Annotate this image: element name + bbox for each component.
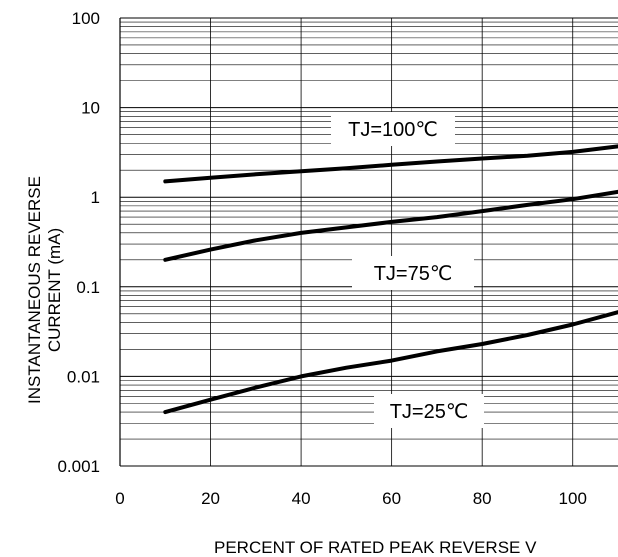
- y-tick-label: 100: [72, 9, 100, 28]
- x-tick-label: 60: [382, 489, 401, 508]
- series-label-0: TJ=100℃: [348, 119, 438, 141]
- annotation-layer: TJ=100℃ TJ=75℃ TJ=25℃: [331, 112, 484, 428]
- series-label-1: TJ=75℃: [374, 263, 453, 285]
- series-line-0: [163, 144, 618, 184]
- x-axis-label: PERCENT OF RATED PEAK REVERSE V: [214, 538, 537, 557]
- series-layer: [163, 144, 618, 415]
- series-label-background: [352, 256, 474, 290]
- y-axis-label-line-1: INSTANTANEOUS REVERSE: [25, 176, 44, 404]
- series-label-2: TJ=25℃: [390, 401, 469, 423]
- series-line-2: [163, 310, 618, 415]
- y-tick-label: 10: [81, 99, 100, 118]
- series-line-1: [163, 189, 618, 262]
- x-tick-label: 100: [559, 489, 587, 508]
- x-tick-label: 80: [473, 489, 492, 508]
- series-label-background: [374, 394, 484, 428]
- y-axis-label: INSTANTANEOUS REVERSE CURRENT (mA): [25, 176, 64, 404]
- y-tick-label: 0.01: [67, 367, 100, 386]
- grid: [119, 17, 618, 467]
- x-tick-label: 20: [201, 489, 220, 508]
- tick-labels: 0.001 0.01 0.1 1 10 100 0 20 40 60 80 100: [57, 9, 586, 508]
- y-tick-label: 1: [91, 188, 100, 207]
- y-tick-label: 0.001: [57, 457, 100, 476]
- x-tick-label: 40: [292, 489, 311, 508]
- y-tick-label: 0.1: [76, 278, 100, 297]
- x-tick-label: 0: [115, 489, 124, 508]
- y-axis-label-line-2: CURRENT (mA): [45, 228, 64, 352]
- series-label-background: [331, 112, 455, 146]
